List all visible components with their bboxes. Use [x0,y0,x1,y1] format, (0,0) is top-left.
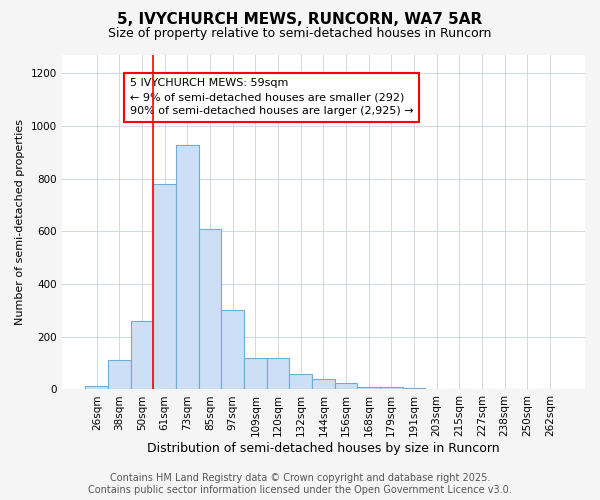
Bar [312,379,335,390]
Bar [289,374,312,390]
Bar [221,310,244,390]
Bar [85,386,108,390]
Text: Contains HM Land Registry data © Crown copyright and database right 2025.
Contai: Contains HM Land Registry data © Crown c… [88,474,512,495]
Bar [244,358,266,390]
Bar [335,383,358,390]
X-axis label: Distribution of semi-detached houses by size in Runcorn: Distribution of semi-detached houses by … [147,442,500,455]
Y-axis label: Number of semi-detached properties: Number of semi-detached properties [15,119,25,325]
Bar [448,389,470,390]
Bar [176,144,199,390]
Text: 5, IVYCHURCH MEWS, RUNCORN, WA7 5AR: 5, IVYCHURCH MEWS, RUNCORN, WA7 5AR [118,12,482,28]
Text: Size of property relative to semi-detached houses in Runcorn: Size of property relative to semi-detach… [109,28,491,40]
Bar [108,360,131,390]
Bar [358,387,380,390]
Bar [403,388,425,390]
Bar [539,389,561,390]
Bar [154,184,176,390]
Bar [199,229,221,390]
Bar [380,388,403,390]
Bar [266,358,289,390]
Bar [131,321,154,390]
Bar [425,389,448,390]
Text: 5 IVYCHURCH MEWS: 59sqm
← 9% of semi-detached houses are smaller (292)
90% of se: 5 IVYCHURCH MEWS: 59sqm ← 9% of semi-det… [130,78,413,116]
